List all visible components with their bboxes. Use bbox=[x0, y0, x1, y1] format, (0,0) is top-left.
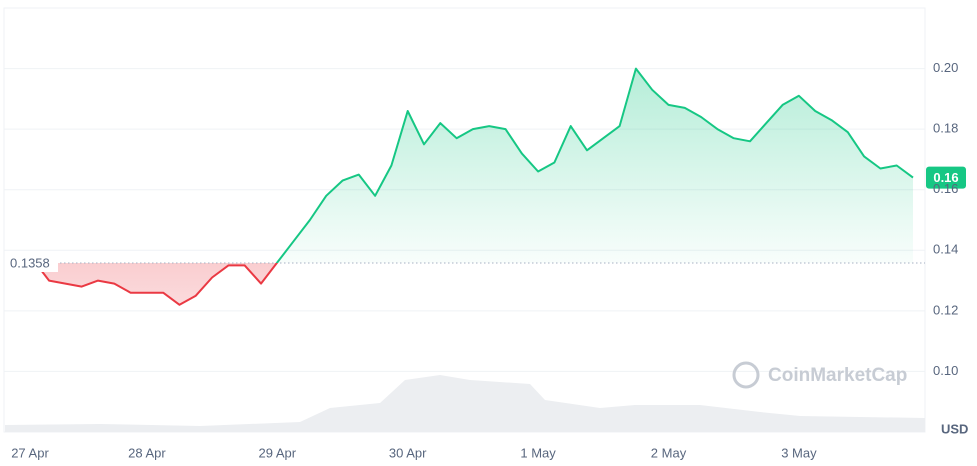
y-tick-label: 0.18 bbox=[933, 121, 958, 136]
plot: 0.1358 0.16 bbox=[6, 67, 966, 306]
y-tick-label: 0.10 bbox=[933, 363, 958, 378]
y-tick-label: 0.16 bbox=[933, 181, 958, 196]
watermark-logo bbox=[732, 361, 760, 389]
area bbox=[16, 68, 913, 305]
last-price-label: 0.16 bbox=[933, 170, 958, 185]
x-tick-label: 29 Apr bbox=[259, 445, 297, 460]
watermark-text: CoinMarketCap bbox=[768, 365, 907, 386]
volume-area bbox=[5, 375, 925, 432]
x-tick-label: 3 May bbox=[781, 445, 817, 460]
baseline-label-bg bbox=[6, 254, 58, 273]
x-tick-label: 30 Apr bbox=[389, 445, 427, 460]
x-tick-label: 28 Apr bbox=[128, 445, 166, 460]
y-tick-label: 0.20 bbox=[933, 60, 958, 75]
watermark: CoinMarketCap bbox=[732, 361, 907, 389]
y-tick-label: 0.14 bbox=[933, 242, 958, 257]
y-tick-label: 0.12 bbox=[933, 302, 958, 317]
last-price-badge bbox=[926, 166, 966, 189]
x-tick-label: 1 May bbox=[520, 445, 556, 460]
x-tick-label: 2 May bbox=[651, 445, 687, 460]
price-line bbox=[16, 67, 914, 306]
currency-label: USD bbox=[941, 421, 968, 436]
x-tick-label: 27 Apr bbox=[11, 445, 49, 460]
baseline-label: 0.1358 bbox=[10, 255, 50, 270]
